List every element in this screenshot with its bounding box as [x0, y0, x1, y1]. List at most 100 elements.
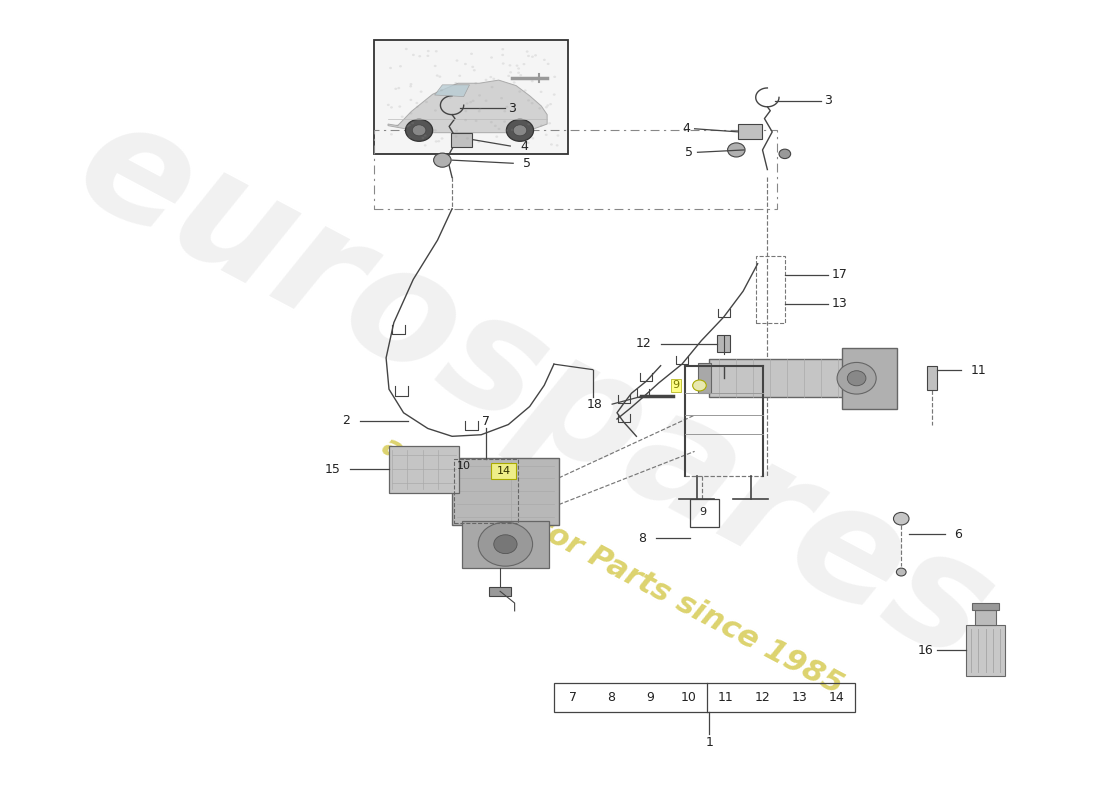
Text: 17: 17: [832, 268, 847, 281]
Text: 10: 10: [680, 691, 696, 704]
Circle shape: [416, 106, 419, 108]
Circle shape: [509, 71, 513, 74]
Circle shape: [389, 66, 392, 69]
Circle shape: [433, 129, 437, 131]
Text: 13: 13: [832, 298, 847, 310]
Circle shape: [464, 110, 468, 112]
Text: 8: 8: [638, 532, 646, 545]
Circle shape: [459, 74, 461, 77]
Circle shape: [436, 74, 439, 77]
Text: 9: 9: [698, 507, 706, 518]
Circle shape: [465, 102, 469, 105]
Bar: [756, 256, 784, 322]
Circle shape: [503, 121, 506, 122]
Circle shape: [506, 119, 534, 142]
Text: 12: 12: [635, 338, 651, 350]
Circle shape: [493, 78, 495, 80]
Bar: [710, 359, 847, 397]
Circle shape: [494, 534, 517, 554]
Circle shape: [491, 86, 494, 88]
Circle shape: [497, 128, 500, 130]
Circle shape: [727, 143, 745, 157]
Bar: [966, 625, 1005, 676]
Bar: [389, 446, 459, 493]
Circle shape: [424, 144, 427, 146]
Bar: [374, 130, 777, 209]
Circle shape: [500, 97, 503, 99]
Circle shape: [464, 63, 466, 65]
Circle shape: [530, 102, 533, 104]
Circle shape: [478, 108, 482, 110]
Circle shape: [420, 90, 422, 93]
Circle shape: [505, 130, 508, 132]
Circle shape: [409, 112, 412, 114]
Circle shape: [494, 125, 497, 127]
Circle shape: [557, 134, 560, 137]
Text: 11: 11: [718, 691, 734, 704]
Circle shape: [390, 133, 393, 135]
Circle shape: [499, 143, 503, 146]
Circle shape: [506, 106, 508, 108]
Circle shape: [400, 115, 404, 118]
Circle shape: [513, 82, 516, 84]
Bar: [972, 602, 999, 610]
Circle shape: [439, 75, 441, 78]
Circle shape: [543, 58, 546, 61]
Circle shape: [540, 125, 542, 126]
Circle shape: [406, 125, 409, 127]
Circle shape: [477, 141, 481, 143]
Circle shape: [517, 67, 520, 70]
Circle shape: [527, 123, 530, 126]
Circle shape: [547, 104, 549, 106]
Circle shape: [837, 362, 877, 394]
Circle shape: [409, 83, 412, 86]
Bar: [454, 459, 518, 523]
Circle shape: [779, 149, 791, 158]
Circle shape: [526, 50, 529, 53]
Circle shape: [478, 522, 532, 566]
Circle shape: [490, 121, 493, 123]
Circle shape: [540, 90, 542, 93]
Circle shape: [472, 100, 474, 102]
Circle shape: [550, 143, 553, 146]
Bar: [452, 458, 559, 525]
Circle shape: [553, 76, 557, 78]
Circle shape: [454, 135, 458, 138]
Text: 8: 8: [607, 691, 615, 704]
Circle shape: [438, 140, 440, 142]
Circle shape: [409, 98, 412, 101]
Circle shape: [434, 50, 438, 53]
Circle shape: [408, 136, 410, 138]
Bar: [690, 499, 719, 526]
Bar: [738, 125, 761, 139]
Circle shape: [536, 77, 538, 79]
Text: 5: 5: [684, 146, 693, 158]
Circle shape: [508, 64, 512, 66]
Bar: [975, 610, 997, 625]
Circle shape: [449, 96, 451, 98]
Text: 18: 18: [586, 398, 603, 410]
Circle shape: [477, 110, 481, 112]
Text: 14: 14: [828, 691, 844, 704]
Circle shape: [424, 134, 427, 137]
Circle shape: [896, 568, 906, 576]
Circle shape: [502, 54, 504, 56]
Bar: [374, 40, 569, 154]
Circle shape: [535, 54, 537, 57]
Circle shape: [475, 120, 477, 122]
Text: 12: 12: [755, 691, 770, 704]
Text: 13: 13: [792, 691, 807, 704]
Circle shape: [548, 122, 551, 125]
Circle shape: [454, 82, 458, 84]
Circle shape: [433, 153, 451, 167]
Circle shape: [524, 90, 527, 92]
Circle shape: [398, 106, 402, 108]
Text: 2: 2: [342, 414, 350, 427]
Circle shape: [406, 119, 432, 142]
Bar: [927, 366, 937, 390]
Text: 5: 5: [522, 157, 531, 170]
Bar: [554, 682, 855, 713]
Text: 11: 11: [971, 364, 987, 377]
Circle shape: [502, 48, 504, 50]
Text: 6: 6: [955, 528, 962, 541]
